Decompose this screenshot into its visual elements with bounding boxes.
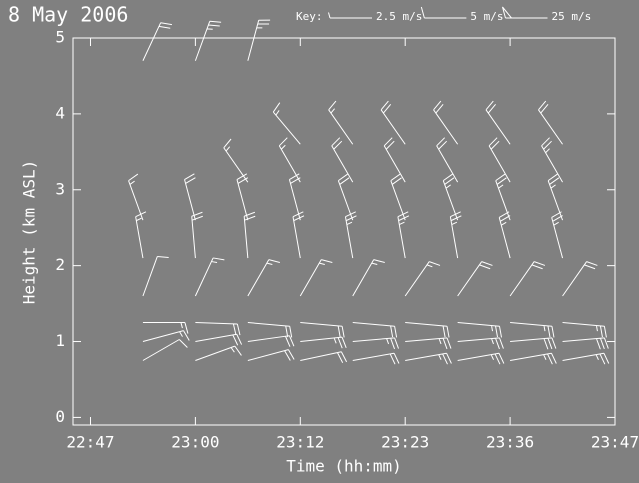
wind-barb (405, 352, 452, 365)
wind-barb (538, 100, 563, 145)
x-tick-label: 23:12 (276, 433, 324, 452)
wind-barb (195, 333, 243, 346)
wind-barb (352, 259, 385, 297)
x-axis-label: Time (hh:mm) (286, 457, 402, 476)
x-tick-label: 23:47 (591, 433, 639, 452)
wind-barb (436, 137, 459, 183)
key-barb (328, 12, 372, 19)
key-barb (502, 6, 548, 19)
wind-barb (142, 339, 188, 361)
wind-barb (300, 351, 348, 363)
y-tick-label: 0 (55, 407, 65, 426)
wind-barb (328, 100, 354, 145)
wind-barb (449, 211, 462, 259)
wind-barb (562, 261, 598, 297)
wind-barb (457, 352, 505, 365)
wind-barb (495, 173, 511, 221)
plot-frame (72, 37, 616, 426)
wind-barb (352, 337, 399, 350)
wind-barb (457, 261, 493, 297)
wind-barb (142, 322, 189, 334)
wind-barb (135, 211, 147, 259)
wind-barb (247, 335, 295, 347)
wind-barb (247, 19, 271, 61)
wind-barb (236, 173, 249, 221)
wind-barb (223, 138, 249, 183)
wind-barb (510, 322, 555, 338)
wind-barb (195, 322, 241, 336)
wind-barb (509, 261, 546, 297)
wind-barb (547, 173, 564, 221)
wind-barb (485, 100, 511, 145)
wind-barb (292, 211, 305, 259)
wind-barb (510, 337, 557, 350)
wind-barb (352, 352, 400, 365)
wind-barb (331, 137, 354, 183)
wind-barb (142, 256, 169, 297)
wind-barb (278, 137, 301, 183)
wind-barb (390, 173, 406, 221)
wind-barb (562, 337, 609, 350)
y-tick-label: 5 (55, 28, 65, 47)
y-tick-label: 3 (55, 179, 65, 198)
wind-barb (247, 259, 280, 297)
wind-barb (184, 173, 196, 221)
wind-barb (128, 173, 144, 221)
wind-barb (380, 100, 406, 145)
wind-barb (562, 352, 610, 365)
wind-barb (191, 211, 203, 259)
key-label: 5 m/s (470, 10, 503, 23)
wind-barb (142, 330, 190, 343)
wind-barb (288, 173, 301, 221)
wind-barb (383, 137, 406, 183)
wind-barb (299, 259, 333, 297)
wind-barb (433, 100, 459, 145)
wind-barb (247, 349, 295, 361)
y-axis-label: Height (km ASL) (20, 160, 39, 305)
wind-barb (551, 211, 564, 259)
wind-barb (442, 173, 459, 221)
key-label: 25 m/s (551, 10, 591, 23)
wind-barb (195, 345, 242, 361)
wind-barb (562, 322, 607, 338)
key-barb (420, 6, 467, 19)
wind-barb (142, 22, 173, 61)
wind-barb (352, 322, 398, 338)
wind-barb (300, 336, 347, 349)
wind-barb (300, 322, 345, 338)
wind-barb (510, 352, 557, 365)
wind-barb (457, 337, 504, 350)
x-tick-label: 22:47 (66, 433, 114, 452)
wind-barb (243, 211, 256, 259)
key-title: Key: (296, 10, 323, 23)
wind-barb (194, 257, 225, 297)
wind-barb (498, 211, 511, 259)
wind-barb (457, 322, 503, 338)
wind-barb (404, 261, 441, 297)
wind-barb (337, 173, 354, 221)
key-label: 2.5 m/s (376, 10, 422, 23)
wind-barb (541, 137, 563, 183)
wind-barb (247, 322, 293, 338)
wind-barb (194, 20, 222, 61)
x-tick-label: 23:36 (486, 433, 534, 452)
chart-title: 8 May 2006 (8, 3, 128, 27)
y-tick-label: 4 (55, 103, 65, 122)
wind-barb (405, 337, 452, 350)
x-tick-label: 23:23 (381, 433, 429, 452)
wind-barb (272, 102, 301, 145)
y-tick-label: 2 (55, 255, 65, 274)
wind-barb (397, 211, 410, 259)
x-tick-label: 23:00 (171, 433, 219, 452)
y-tick-label: 1 (55, 331, 65, 350)
wind-barb (344, 211, 357, 259)
wind-barb (488, 137, 511, 183)
wind-barb (405, 322, 450, 338)
